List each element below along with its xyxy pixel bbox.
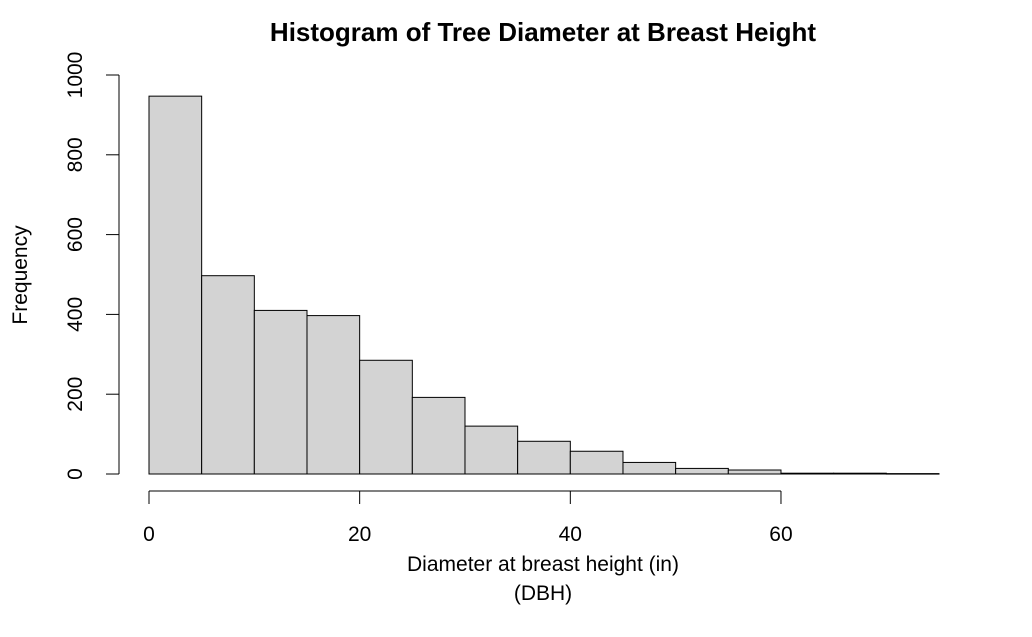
histogram-bar [464,425,519,475]
chart-title: Histogram of Tree Diameter at Breast Hei… [270,17,816,47]
y-tick-label: 800 [64,137,87,172]
histogram-bar [517,440,571,475]
histogram-bar [359,359,413,475]
y-tick-label: 0 [64,468,87,480]
histogram-bar [306,315,361,475]
y-axis: 0 200 400 600 800 1000 [64,52,120,480]
y-tick-label: 400 [64,297,87,332]
y-tick-label: 600 [64,217,87,252]
x-tick-label: 20 [348,523,371,546]
histogram-bar [885,473,940,475]
x-tick-label: 60 [769,523,792,546]
histogram-bar [569,450,624,475]
histogram-bar [253,309,308,475]
x-axis: 0 20 40 60 [143,490,793,546]
histogram-bar [727,469,782,475]
histogram-bar [833,472,887,475]
bars-group [148,95,940,475]
x-tick-label: 0 [143,523,155,546]
y-tick-label: 200 [64,377,87,412]
y-tick-label: 1000 [64,52,87,99]
histogram-bar [675,467,729,475]
histogram-bar [622,461,677,475]
x-tick-label: 40 [559,523,582,546]
y-axis-label: Frequency [9,225,32,325]
histogram-bar [780,472,835,475]
x-axis-label-line2: (DBH) [514,582,572,605]
histogram-bar [411,396,466,475]
histogram-bar [201,275,255,475]
histogram-bar [148,95,203,475]
x-axis-label: Diameter at breast height (in) [407,553,679,576]
